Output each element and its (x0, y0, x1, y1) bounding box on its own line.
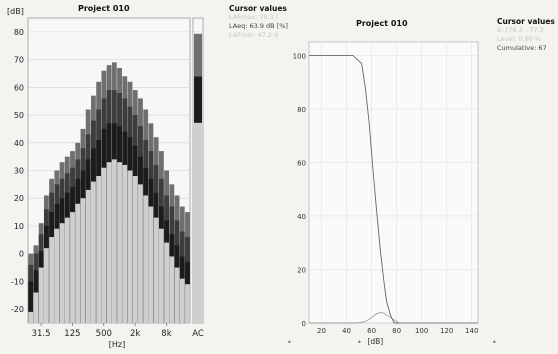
y-tick-label: 50 (14, 111, 24, 120)
spectrum-bar (122, 164, 128, 323)
ac-label: AC (192, 329, 204, 339)
level-distribution-line (309, 311, 478, 324)
spectrum-bar (33, 292, 39, 323)
left-chart-panel: Project 010 80 70 60 50 40 30 20 10 0 -10 -20 [dB] 3… (0, 0, 215, 354)
x-tick-label: 80 (392, 327, 401, 335)
spectrum-bar (80, 198, 86, 323)
spectrum-bar (169, 256, 175, 323)
cursor-values-panel-2: Cursor values X: [76.3 - 77.3 Level: 0.0… (497, 17, 555, 53)
left-spectrum-chart: 80 70 60 50 40 30 20 10 0 -10 -20 [dB] 31.5 125 500 2k 8… (7, 7, 204, 349)
spectrum-bar (158, 228, 164, 323)
y-tick-label: 10 (14, 222, 24, 231)
y-tick-label: 30 (14, 167, 24, 176)
spectrum-bar (179, 278, 185, 323)
spectrum-bar (49, 237, 55, 323)
spectrum-bar (111, 159, 117, 323)
x-tick-label: 20 (317, 327, 326, 335)
cursor-marker-icon[interactable]: • (492, 338, 497, 347)
spectrum-bar (28, 311, 34, 323)
x-tick-label: 8k (161, 329, 171, 339)
right-chart-title: Project 010 (356, 19, 408, 28)
spectrum-bar (106, 162, 112, 323)
cursor-values-heading-2: Cursor values (497, 17, 555, 26)
spectrum-bar (85, 189, 91, 323)
x-unit-label: [dB] (367, 337, 383, 346)
cursor-value-line-2: LAeq: 63.9 dB [%] (229, 22, 288, 30)
cursor-value-line-5: Level: 0.00 % (497, 35, 542, 43)
cursor-value-line-3: LAFmin: 47.2 d (229, 31, 279, 39)
spectrum-bar (117, 162, 122, 323)
right-distribution-chart: 100 80 60 40 20 0 20 40 60 80 100 120 140 [dB] (293, 41, 479, 346)
cursor-value-line-1: LAFmax: 79.3 ( (229, 13, 279, 21)
cursor-marker-icon[interactable]: • (357, 338, 362, 347)
left-chart-title: Project 010 (78, 4, 130, 13)
cursor-marker-icon[interactable]: • (287, 338, 292, 347)
spectrum-bar (185, 284, 190, 323)
y-tick-label: 70 (14, 56, 24, 65)
y-unit-label: [dB] (7, 7, 24, 16)
x-tick-label: 500 (96, 329, 112, 339)
y-tick-label: 80 (297, 106, 306, 114)
spectrum-bar (91, 181, 96, 323)
y-tick-label: -10 (11, 277, 24, 286)
spectrum-bar (59, 223, 65, 323)
spectrum-bar (38, 267, 44, 323)
spectrum-bar (28, 281, 34, 323)
spectrum-bar (64, 217, 70, 323)
spectrum-bar (164, 242, 169, 323)
spectrum-bar (148, 206, 154, 323)
spectrum-bar (132, 176, 138, 323)
y-tick-label: 60 (297, 159, 306, 167)
x-tick-label: 31.5 (32, 329, 51, 339)
y-tick-label: 100 (293, 52, 306, 60)
spectrum-bar (153, 217, 159, 323)
x-tick-label: 125 (64, 329, 80, 339)
x-tick-label: 120 (440, 327, 453, 335)
y-tick-label: 80 (14, 28, 24, 37)
plot-area (308, 41, 479, 324)
spectrum-bar (174, 267, 180, 323)
y-tick-label: 0 (19, 250, 24, 259)
spectrum-bar (127, 170, 133, 323)
y-tick-label: -20 (11, 305, 24, 314)
spectrum-bar (101, 167, 107, 323)
spectrum-bar (143, 195, 149, 323)
ac-bar (194, 122, 202, 324)
x-tick-label: 2k (130, 329, 140, 339)
cursor-values-panel-1: Cursor values LAFmax: 79.3 ( LAeq: 63.9 … (229, 4, 288, 40)
y-tick-label: 40 (297, 213, 306, 221)
spectrum-bar (43, 248, 49, 323)
y-tick-label: 60 (14, 83, 24, 92)
spectrum-bar (96, 176, 102, 323)
spectrum-bar (75, 203, 81, 323)
x-tick-label: 100 (415, 327, 428, 335)
x-tick-label: 140 (465, 327, 478, 335)
x-tick-label: 60 (367, 327, 376, 335)
cursor-values-heading-1: Cursor values (229, 4, 287, 13)
cumulative-distribution-line (309, 54, 478, 324)
x-tick-label: 40 (342, 327, 351, 335)
spectrum-bar (54, 228, 60, 323)
y-tick-label: 20 (297, 266, 306, 274)
y-tick-label: 20 (14, 194, 24, 203)
x-unit-label: [Hz] (109, 340, 125, 349)
spectrum-bar (138, 184, 143, 323)
y-tick-label: 0 (302, 320, 306, 328)
right-chart-panel: Project 010 100 80 60 40 20 0 20 40 60 80 100 120 14… (280, 0, 480, 354)
cursor-value-line-6: Cumulative: 67 (497, 44, 547, 52)
spectrum-bar (70, 212, 75, 323)
y-tick-label: 40 (14, 139, 24, 148)
cursor-value-line-4: X: [76.3 - 77.3 (497, 26, 544, 34)
